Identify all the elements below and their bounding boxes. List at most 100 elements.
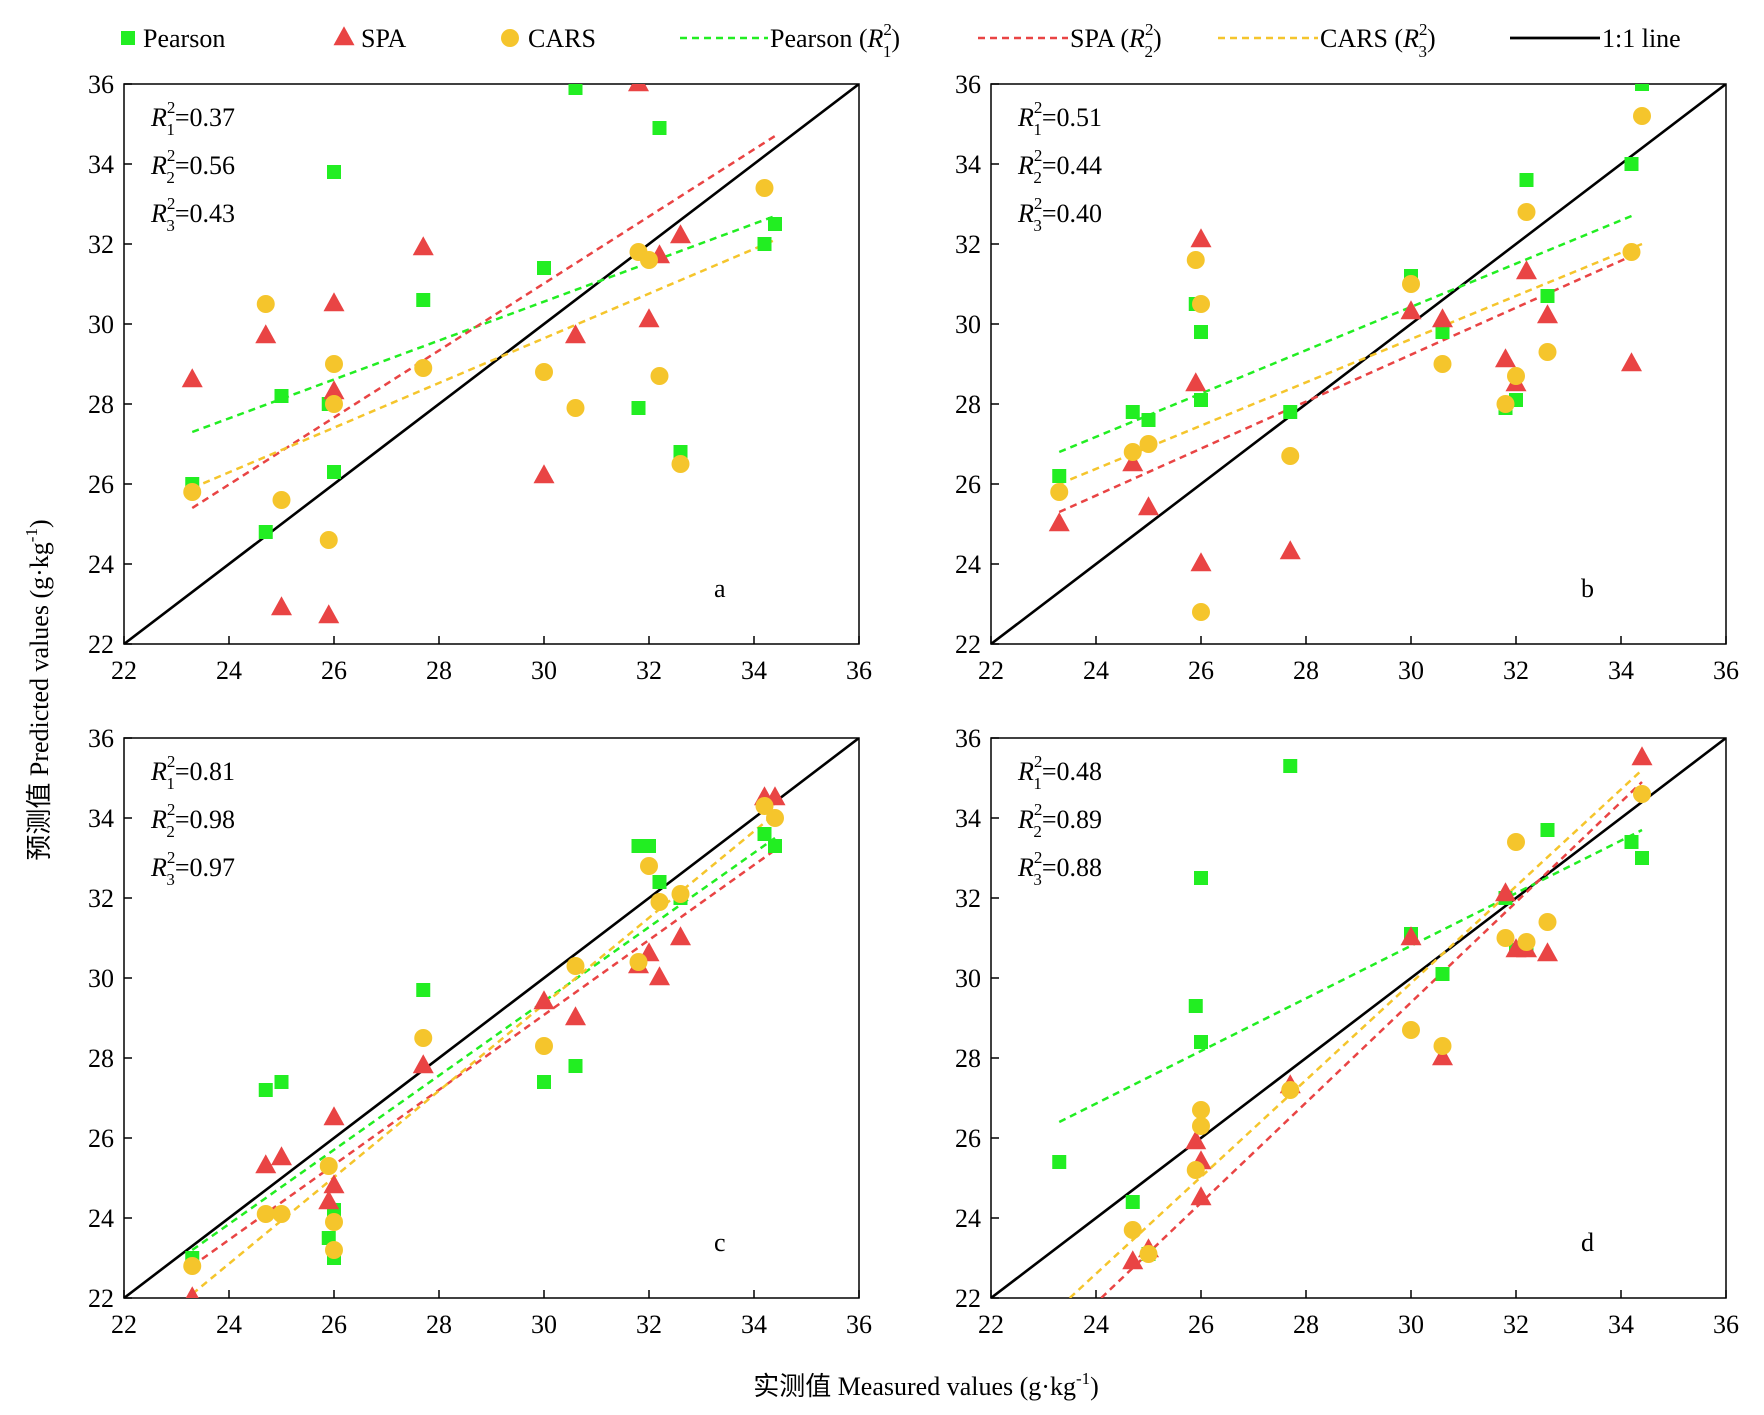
y-tick-label: 28 (955, 390, 981, 419)
r2-annotation: R2 1=0.37 (150, 98, 235, 139)
x-tick-label: 24 (216, 656, 242, 685)
panels: 22 24 26 28 30 32 34 36 22 24 26 28 30 32 34 36 R2 1=0.37… (88, 70, 1739, 1339)
legend-item-3: Pearson (R2 1) (680, 20, 900, 61)
point-pearson (1540, 823, 1555, 837)
point-pearson (673, 445, 688, 459)
point-spa (1048, 512, 1070, 532)
point-cars (566, 957, 585, 975)
x-tick-label: 34 (1608, 1310, 1634, 1339)
x-tick-label: 32 (1503, 656, 1529, 685)
legend-marker-square (121, 31, 135, 45)
point-cars (650, 367, 669, 385)
y-tick-label: 30 (88, 964, 114, 993)
y-tick-label: 22 (955, 1284, 981, 1313)
y-tick-label: 34 (88, 150, 114, 179)
x-tick-label: 36 (846, 656, 872, 685)
legend-label: 1:1 line (1602, 24, 1681, 53)
point-spa (271, 596, 292, 616)
y-tick-label: 36 (88, 724, 114, 753)
point-cars (414, 359, 433, 377)
legend-item-2: CARS (501, 24, 596, 53)
point-pearson (1052, 1155, 1067, 1169)
x-tick-label: 26 (1188, 1310, 1214, 1339)
point-cars (1186, 251, 1205, 269)
point-pearson (1125, 1195, 1140, 1209)
point-cars (1402, 275, 1420, 293)
point-spa (1631, 746, 1653, 766)
x-tick-label: 32 (636, 656, 662, 685)
point-spa (649, 966, 670, 986)
point-cars (1496, 395, 1515, 413)
point-pearson (1141, 413, 1156, 427)
point-spa (565, 324, 586, 344)
point-cars (1507, 367, 1525, 385)
y-tick-label: 32 (955, 230, 981, 259)
point-spa (185, 1286, 199, 1298)
y-axis-label: 预测值 Predicted values (g·kg-1) (22, 519, 54, 860)
x-tick-label: 30 (531, 656, 557, 685)
x-tick-label: 32 (636, 1310, 662, 1339)
point-cars (183, 1257, 202, 1275)
point-spa (1190, 552, 1212, 572)
point-pearson (1194, 871, 1208, 885)
y-tick-label: 32 (955, 884, 981, 913)
x-tick-label: 28 (426, 656, 452, 685)
y-tick-label: 26 (88, 1124, 114, 1153)
fit-line-pearson (191, 214, 776, 434)
y-tick-label: 26 (88, 470, 114, 499)
point-pearson (416, 293, 431, 307)
y-tick-label: 22 (88, 1284, 114, 1313)
point-pearson (1283, 759, 1298, 773)
x-tick-label: 32 (1503, 1310, 1529, 1339)
r2-annotation: R2 3=0.43 (150, 194, 235, 235)
panel-a: 22 24 26 28 30 32 34 36 22 24 26 28 30 32 34 36 R2 1=0.37… (88, 70, 872, 685)
y-tick-label: 32 (88, 230, 114, 259)
fit-line-cars (1068, 769, 1643, 1298)
point-spa (1432, 308, 1453, 328)
point-pearson (1519, 173, 1534, 187)
y-tick-label: 24 (88, 1204, 114, 1233)
point-pearson (631, 401, 646, 415)
legend-label: Pearson (143, 24, 225, 53)
point-cars (272, 491, 291, 509)
point-spa (323, 1106, 345, 1126)
x-tick-label: 24 (1083, 656, 1109, 685)
point-spa (1185, 1130, 1207, 1150)
point-spa (318, 1190, 340, 1210)
point-pearson (1052, 469, 1067, 483)
x-tick-label: 22 (111, 656, 137, 685)
fit-line-spa (1100, 781, 1643, 1298)
y-tick-label: 30 (88, 310, 114, 339)
point-cars (1622, 243, 1641, 261)
point-cars (325, 1241, 343, 1259)
point-cars (414, 1029, 433, 1047)
point-pearson (1125, 405, 1140, 419)
legend: Pearson SPA CARS Pearson (R2 1) SPA (R2 2) CARS… (121, 20, 1681, 61)
legend-label: SPA (361, 24, 407, 53)
point-pearson (757, 237, 772, 251)
point-cars (1633, 785, 1651, 803)
y-tick-label: 34 (88, 804, 114, 833)
r2-annotation: R2 3=0.40 (1017, 194, 1102, 235)
y-tick-label: 22 (955, 630, 981, 659)
panel-b: 22 24 26 28 30 32 34 36 22 24 26 28 30 32 34 36 R2 1=0.51… (955, 70, 1739, 685)
x-tick-label: 34 (741, 656, 767, 685)
panel-d: 22 24 26 28 30 32 34 36 22 24 26 28 30 32 34 36 R2 1=0.48… (955, 724, 1739, 1339)
fit-line-pearson (1058, 828, 1643, 1124)
r2-annotation: R2 2=0.44 (1017, 146, 1102, 187)
point-pearson (258, 1083, 273, 1097)
point-pearson (1188, 999, 1203, 1013)
y-tick-label: 24 (955, 1204, 981, 1233)
x-tick-label: 26 (1188, 656, 1214, 685)
point-cars (1123, 1221, 1142, 1239)
plot-area (124, 84, 859, 644)
point-spa (1122, 452, 1144, 472)
point-cars (1507, 833, 1525, 851)
point-cars (1517, 933, 1536, 951)
x-tick-label: 26 (321, 656, 347, 685)
panel-label: d (1581, 1228, 1594, 1257)
x-tick-label: 30 (1398, 1310, 1424, 1339)
panel-c: 22 24 26 28 30 32 34 36 22 24 26 28 30 32 34 36 R2 1=0.81… (88, 724, 872, 1339)
point-spa (533, 990, 555, 1010)
